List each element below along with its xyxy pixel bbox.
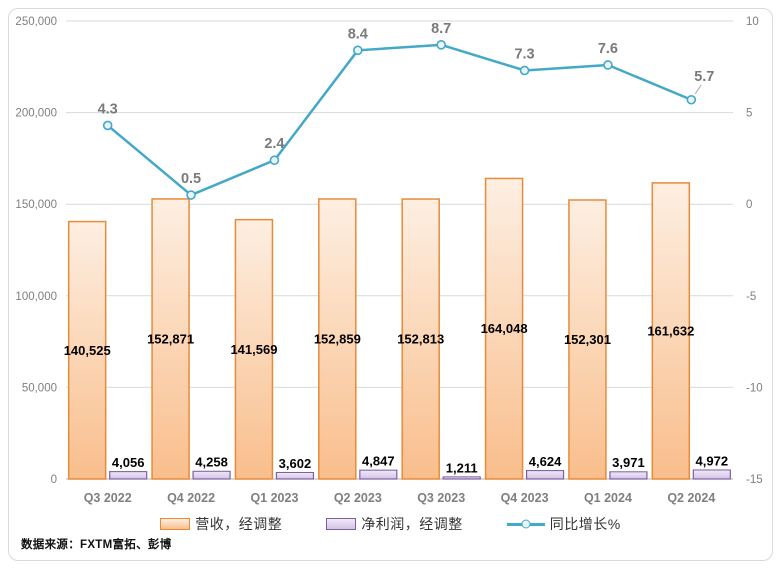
netprofit-bar: [442, 476, 481, 480]
growth-point-label: 0.5: [181, 171, 201, 187]
netprofit-swatch-icon: [326, 518, 357, 530]
netprofit-label-box: [356, 452, 400, 470]
left-axis-tick: 50,000: [22, 382, 57, 394]
netprofit-bar-label: 4,972: [696, 453, 729, 468]
netprofit-bar: [525, 469, 565, 480]
legend-label-revenue: 营收，经调整: [195, 516, 283, 532]
growth-point-marker: [436, 40, 446, 50]
right-axis-tick: -5: [746, 291, 756, 303]
netprofit-label-box: [106, 454, 150, 472]
combo-chart: 250,000 10 200,000 5 150,000 0 100,000 -5 50,000…: [15, 16, 763, 505]
x-axis-category-label: Q1 2024: [584, 491, 632, 505]
right-axis-tick: -10: [746, 382, 763, 394]
netprofit-label-box: [273, 454, 317, 472]
growth-point-label: 8.4: [348, 26, 368, 42]
netprofit-bar: [359, 469, 398, 480]
revenue-bar: [151, 198, 190, 480]
revenue-bar: [484, 177, 524, 480]
revenue-bar: [401, 198, 440, 480]
netprofit-bar-label: 4,624: [529, 454, 562, 469]
legend: 营收，经调整 净利润，经调整 同比增长%: [9, 514, 772, 534]
growth-point-marker: [519, 65, 530, 76]
right-axis-tick: 5: [746, 108, 752, 120]
revenue-bar-label: 141,569: [230, 342, 277, 357]
netprofit-bar: [609, 471, 648, 480]
x-axis-category-label: Q2 2023: [334, 491, 382, 505]
x-axis-category-label: Q2 2024: [667, 491, 715, 505]
right-axis-tick: -15: [746, 474, 763, 486]
growth-point-label: 8.7: [431, 21, 451, 37]
legend-item-growth: 同比增长%: [506, 514, 621, 534]
netprofit-bar-label: 4,056: [112, 455, 145, 470]
revenue-swatch-icon: [160, 518, 191, 530]
left-axis-tick: 100,000: [15, 291, 57, 303]
legend-label-growth: 同比增长%: [549, 516, 621, 532]
growth-line: [106, 43, 692, 197]
revenue-bar: [568, 199, 607, 480]
x-axis-category-label: Q4 2022: [167, 491, 215, 505]
label-leader-line: [694, 84, 702, 95]
netprofit-label-box: [523, 453, 567, 471]
legend-item-netprofit: 净利润，经调整: [326, 514, 463, 534]
left-axis-tick: 250,000: [15, 16, 57, 28]
growth-point-marker: [102, 120, 113, 131]
right-axis-tick: 0: [746, 199, 752, 211]
netprofit-label-box: [440, 459, 484, 477]
revenue-bar-label: 152,859: [314, 331, 361, 346]
x-axis-category-label: Q4 2023: [501, 491, 549, 505]
netprofit-bar-label: 3,602: [279, 456, 312, 471]
chart-panel: 250,000 10 200,000 5 150,000 0 100,000 -5 50,000…: [8, 8, 773, 561]
revenue-bar-label: 152,871: [147, 331, 194, 346]
x-axis-category-label: Q1 2023: [250, 491, 298, 505]
netprofit-bar: [109, 470, 148, 480]
x-axis-category-label: Q3 2023: [417, 491, 465, 505]
revenue-bar-label: 140,525: [64, 343, 111, 358]
netprofit-bar-label: 1,211: [446, 460, 478, 475]
netprofit-bar-label: 4,258: [195, 455, 228, 470]
revenue-bar: [318, 198, 357, 480]
revenue-bar-label: 164,048: [481, 321, 528, 336]
growth-marker-icon: [521, 519, 531, 529]
growth-point-marker: [269, 155, 280, 166]
netprofit-label-box: [606, 454, 650, 472]
growth-line-swatch-icon: [506, 519, 545, 529]
netprofit-bar: [692, 469, 731, 480]
netprofit-bar: [275, 471, 315, 480]
legend-label-netprofit: 净利润，经调整: [361, 516, 463, 532]
source-note: 数据来源：FXTM富拓、彭博: [21, 539, 172, 551]
growth-point-marker: [603, 60, 613, 70]
revenue-bar: [234, 218, 274, 480]
revenue-bar-label: 152,813: [397, 332, 444, 347]
netprofit-bar: [192, 470, 231, 480]
growth-point-marker: [353, 45, 363, 56]
growth-point-marker: [186, 190, 196, 200]
right-axis-tick: 10: [746, 16, 759, 28]
legend-item-revenue: 营收，经调整: [160, 514, 282, 534]
x-axis-category-label: Q3 2022: [84, 491, 132, 505]
revenue-bar: [651, 182, 691, 480]
revenue-bar-label: 152,301: [564, 332, 611, 347]
revenue-bar-label: 161,632: [647, 323, 694, 338]
netprofit-bar-label: 4,847: [362, 454, 395, 469]
left-axis-tick: 150,000: [15, 199, 57, 211]
growth-point-label: 7.3: [514, 46, 534, 62]
left-axis-tick: 0: [51, 474, 57, 486]
growth-point-label: 5.7: [694, 69, 714, 85]
netprofit-bar-label: 3,971: [612, 455, 645, 470]
left-axis-tick: 200,000: [15, 108, 57, 120]
growth-point-label: 2.4: [264, 136, 284, 152]
growth-point-marker: [686, 94, 697, 105]
growth-point-label: 7.6: [598, 41, 618, 57]
netprofit-label-box: [690, 452, 734, 470]
growth-point-label: 4.3: [98, 101, 118, 117]
netprofit-label-box: [190, 453, 234, 471]
revenue-bar: [67, 220, 107, 480]
